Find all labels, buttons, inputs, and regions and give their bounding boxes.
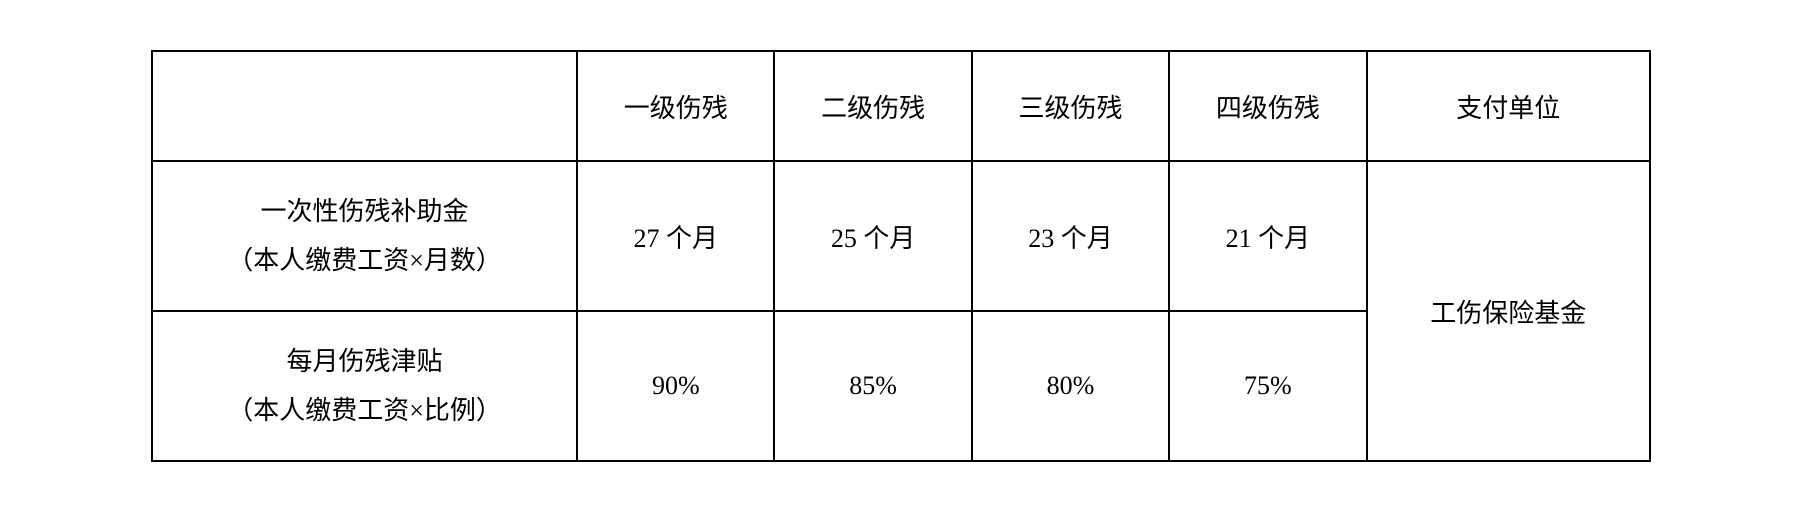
cell-lumpsum-level1: 27 个月 (577, 161, 774, 311)
cell-monthly-level1: 90% (577, 311, 774, 461)
table-row-lumpsum: 一次性伤残补助金 （本人缴费工资×月数） 27 个月 25 个月 23 个月 2… (152, 161, 1650, 311)
header-level3: 三级伤残 (972, 51, 1169, 161)
row-label-line2: （本人缴费工资×比例） (163, 386, 566, 435)
cell-payer-merged: 工伤保险基金 (1367, 161, 1650, 461)
header-empty (152, 51, 577, 161)
cell-lumpsum-level2: 25 个月 (774, 161, 971, 311)
cell-monthly-level4: 75% (1169, 311, 1366, 461)
cell-lumpsum-level3: 23 个月 (972, 161, 1169, 311)
disability-benefit-table-container: 一级伤残 二级伤残 三级伤残 四级伤残 支付单位 一次性伤残补助金 （本人缴费工… (151, 50, 1651, 462)
header-level4: 四级伤残 (1169, 51, 1366, 161)
table-header-row: 一级伤残 二级伤残 三级伤残 四级伤残 支付单位 (152, 51, 1650, 161)
disability-benefit-table: 一级伤残 二级伤残 三级伤残 四级伤残 支付单位 一次性伤残补助金 （本人缴费工… (151, 50, 1651, 462)
header-level1: 一级伤残 (577, 51, 774, 161)
row-label-line1: 一次性伤残补助金 (163, 187, 566, 236)
row-label-line2: （本人缴费工资×月数） (163, 236, 566, 285)
cell-monthly-level2: 85% (774, 311, 971, 461)
header-payer: 支付单位 (1367, 51, 1650, 161)
row-label-line1: 每月伤残津贴 (163, 337, 566, 386)
row-label-monthly: 每月伤残津贴 （本人缴费工资×比例） (152, 311, 577, 461)
cell-monthly-level3: 80% (972, 311, 1169, 461)
row-label-lumpsum: 一次性伤残补助金 （本人缴费工资×月数） (152, 161, 577, 311)
cell-lumpsum-level4: 21 个月 (1169, 161, 1366, 311)
header-level2: 二级伤残 (774, 51, 971, 161)
